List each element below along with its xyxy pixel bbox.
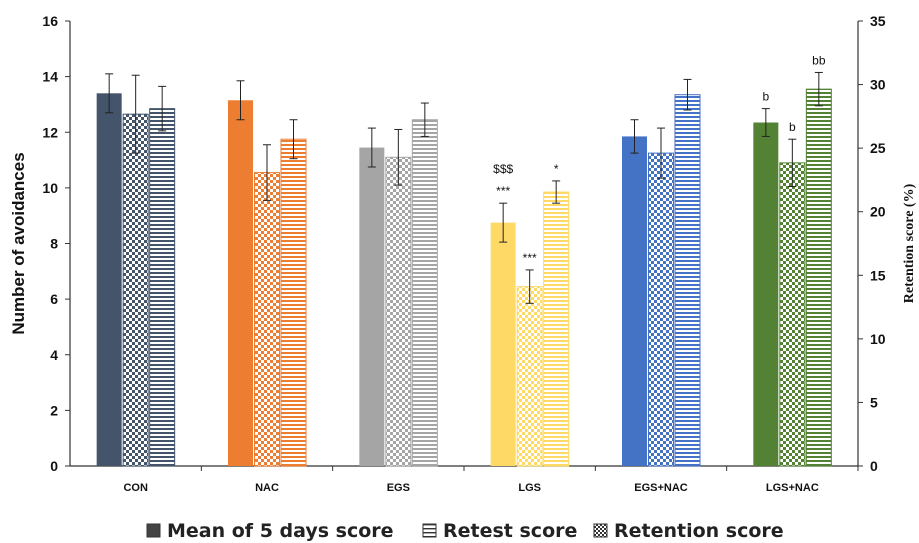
bar (753, 122, 779, 466)
y-tick-label: 2 (50, 402, 58, 418)
y2-tick-label: 35 (870, 13, 886, 29)
annotation: b (762, 90, 769, 104)
y-tick-label: 10 (42, 180, 58, 196)
annotation: *** (523, 251, 537, 265)
y-tick-label: 12 (42, 124, 58, 140)
y2-tick-label: 10 (870, 331, 886, 347)
bar (228, 100, 253, 466)
y2-tick-label: 25 (870, 140, 886, 156)
y-tick-label: 6 (50, 291, 58, 307)
annotation: bb (812, 53, 826, 67)
x-tick-label: NAC (255, 482, 279, 494)
bar (254, 172, 280, 467)
y2-tick-label: 0 (870, 458, 878, 474)
y-axis-title: Number of avoidances (9, 152, 28, 334)
annotation: $$$ (493, 162, 513, 176)
y2-axis-title: Retention score (%) (902, 183, 917, 303)
bar (280, 138, 307, 467)
x-tick-label: EGS (387, 482, 410, 494)
legend-swatch (422, 523, 437, 538)
y2-tick-label: 20 (870, 204, 886, 220)
legend-label: Mean of 5 days score (167, 520, 394, 542)
bar (122, 113, 149, 467)
annotation: b (789, 120, 796, 134)
legend-label: Retention score (614, 520, 784, 542)
legend-swatch (593, 523, 608, 538)
y2-tick-label: 15 (870, 267, 886, 283)
legend: Mean of 5 days score Retest score Retentio… (146, 520, 784, 542)
x-tick-label: LGS (518, 482, 541, 494)
y-tick-label: 4 (50, 347, 58, 363)
x-tick-label: CON (123, 482, 148, 494)
y-tick-label: 14 (42, 69, 58, 85)
bar (359, 147, 385, 466)
legend-swatch (146, 523, 161, 538)
x-tick-label: EGS+NAC (634, 482, 688, 494)
y2-tick-label: 5 (870, 394, 878, 410)
bar (411, 119, 438, 467)
bar (149, 108, 176, 467)
x-tick-label: LGS+NAC (766, 482, 819, 494)
bar (490, 222, 516, 466)
legend-label: Retest score (443, 520, 577, 542)
bar (385, 156, 412, 467)
error-bars (105, 71, 823, 304)
bar (622, 136, 647, 466)
bar (805, 88, 832, 467)
y-tick-label: 16 (42, 13, 58, 29)
bars (96, 88, 832, 467)
y2-tick-label: 30 (870, 77, 886, 93)
bar (648, 152, 674, 467)
y-tick-label: 0 (50, 458, 58, 474)
bar (674, 94, 701, 467)
annotation: * (554, 162, 559, 176)
bar (543, 191, 570, 467)
axis-labels: CON NAC EGS LGS EGS+NAC LGS+NAC Number of avoi… (9, 152, 917, 494)
y-tick-label: 8 (50, 236, 58, 252)
bar (516, 286, 543, 467)
bar (779, 162, 806, 467)
bar (96, 93, 122, 466)
axes: 0 2 4 6 8 10 12 14 16 0 5 10 15 20 25 30 35 (42, 13, 885, 474)
annotation: *** (496, 184, 510, 198)
